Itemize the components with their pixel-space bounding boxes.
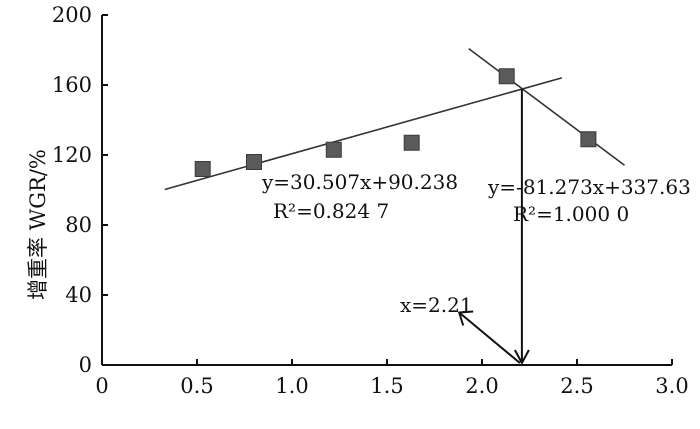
- data-point: [246, 154, 262, 170]
- fit-line-1: [164, 77, 563, 191]
- data-point: [194, 161, 211, 177]
- drop-arrowhead: [514, 349, 530, 366]
- intersection-label: x=2.21: [400, 293, 473, 317]
- fit-2-equation: y=-81.273x+337.63: [487, 175, 691, 199]
- y-tick-label: 120: [52, 143, 92, 167]
- y-tick-label: 0: [79, 353, 92, 377]
- y-tick-label: 160: [52, 73, 92, 97]
- fit-line-2: [468, 48, 625, 166]
- x-tick-label: 3.0: [655, 374, 688, 398]
- data-point: [498, 68, 515, 85]
- axes: 0 0.5 1.0 1.5 2.0 2.5 3.0 0 40 80 120 160 200: [52, 3, 689, 398]
- y-tick-label: 40: [65, 283, 92, 307]
- fit-lines: [164, 48, 625, 191]
- fit-annotation-2: y=-81.273x+337.63 R²=1.000 0: [487, 175, 691, 226]
- x-ticks: 0 0.5 1.0 1.5 2.0 2.5 3.0: [95, 359, 689, 398]
- label-arrow: [458, 311, 521, 364]
- y-tick-label: 200: [52, 3, 92, 27]
- intersection-drop: [457, 89, 530, 366]
- x-tick-label: 2.0: [465, 374, 498, 398]
- label-arrowhead: [457, 310, 474, 326]
- x-tick-label: 0: [95, 374, 108, 398]
- fit-2-r2: R²=1.000 0: [513, 202, 629, 226]
- data-points: [194, 68, 597, 177]
- x-tick-label: 0.5: [180, 374, 213, 398]
- y-ticks: 0 40 80 120 160 200: [52, 3, 108, 377]
- y-tick-label: 80: [65, 213, 92, 237]
- fit-annotation-1: y=30.507x+90.238 R²=0.824 7: [261, 170, 458, 223]
- x-tick-label: 1.0: [275, 374, 308, 398]
- data-point: [325, 141, 342, 158]
- data-point: [403, 134, 420, 151]
- x-tick-label: 1.5: [370, 374, 403, 398]
- y-axis-label: 增重率 WGR/%: [26, 149, 50, 300]
- fit-1-r2: R²=0.824 7: [273, 199, 389, 223]
- x-tick-label: 2.5: [560, 374, 593, 398]
- data-point: [580, 131, 597, 148]
- fit-1-equation: y=30.507x+90.238: [261, 170, 458, 194]
